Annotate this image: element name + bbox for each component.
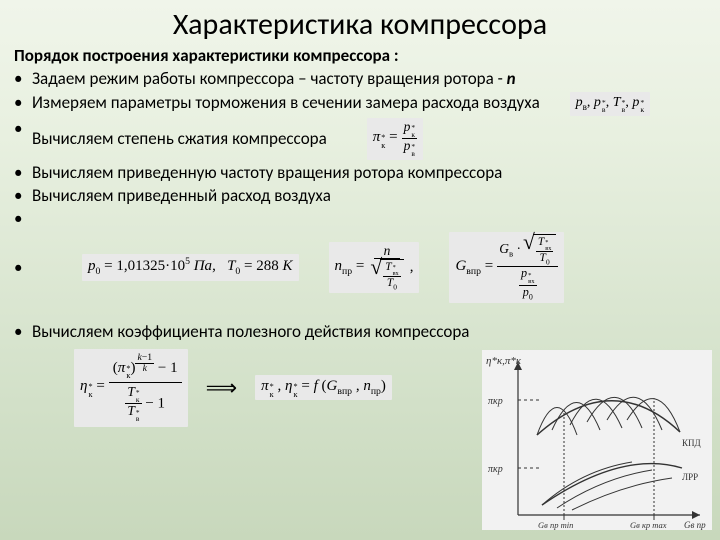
eff-bullet: • Вычисляем коэффициента полезного дейст… xyxy=(14,321,706,342)
slide-title: Характеристика компрессора xyxy=(0,0,720,45)
svg-text:πкр: πкр xyxy=(488,396,503,407)
eta-formula: η*к = (π*к)k−1k − 1 T*кT*в − 1 xyxy=(74,349,188,427)
svg-text:Gв пр min: Gв пр min xyxy=(538,520,573,530)
bullet-dot: • xyxy=(14,321,32,342)
b5-text: Вычисляем приведенный расход воздуха xyxy=(32,185,706,206)
bullet-dot: • xyxy=(14,208,32,229)
svg-text:КПД: КПД xyxy=(682,438,701,448)
constants-formula: p0 = 1,01325·105 Па, T0 = 288 K xyxy=(82,254,299,280)
bullet-dot: • xyxy=(14,68,32,89)
bullet-dot: • xyxy=(14,118,32,139)
svg-text:Gв кр max: Gв кр max xyxy=(630,520,667,530)
b3-text: Вычисляем степень сжатия компрессора xyxy=(32,128,327,149)
b2-formula: pв, p*в, T*в, p*к xyxy=(570,92,651,116)
svg-text:η*к,π*к: η*к,π*к xyxy=(486,355,522,367)
bullet-5: • Вычисляем приведенный расход воздуха xyxy=(14,185,706,206)
b1-var: n xyxy=(507,68,516,89)
bullet-3: • Вычисляем степень сжатия компрессора π… xyxy=(14,118,706,160)
bullet-2: • Измеряем параметры торможения в сечени… xyxy=(14,92,706,116)
compressor-map-diagram: η*к,π*к πкр πкр КПД ЛРР Gв пр min Gв кр … xyxy=(482,350,712,530)
implies-arrow: ⟹ xyxy=(206,374,238,402)
bullet-1: • Задаем режим работы компрессора – част… xyxy=(14,68,706,89)
bullet-dot: • xyxy=(14,92,32,113)
b1-text: Задаем режим работы компрессора – частот… xyxy=(32,68,507,89)
gvpr-formula: Gвпр = Gв · √ T*вх T0 p*вх xyxy=(449,232,564,304)
npr-formula: nпр = n √ T*вх T0 , xyxy=(329,242,420,294)
svg-text:ЛРР: ЛРР xyxy=(682,472,698,482)
bullet-6-empty: • xyxy=(14,208,706,229)
b4-text: Вычисляем приведенную частоту вращения р… xyxy=(32,162,706,183)
b2-text: Измеряем параметры торможения в сечении … xyxy=(32,92,540,113)
svg-text:Gв пр: Gв пр xyxy=(684,520,706,530)
lead-text: Порядок построения характеристики компре… xyxy=(14,45,706,66)
bullet-4: • Вычисляем приведенную частоту вращения… xyxy=(14,162,706,183)
result-formula: π*к , η*к = f (Gвпр , nпр) xyxy=(255,375,392,400)
bullet-dot: • xyxy=(14,185,32,206)
bullet-dot: • xyxy=(14,162,32,183)
eff-text: Вычисляем коэффициента полезного действи… xyxy=(32,321,706,342)
bullet-7-formulas: • p0 = 1,01325·105 Па, T0 = 288 K nпр = … xyxy=(14,232,706,304)
svg-text:πкр: πкр xyxy=(488,464,503,475)
b3-formula: π*к = p*к p*в xyxy=(367,118,423,160)
bullet-dot: • xyxy=(14,257,32,278)
